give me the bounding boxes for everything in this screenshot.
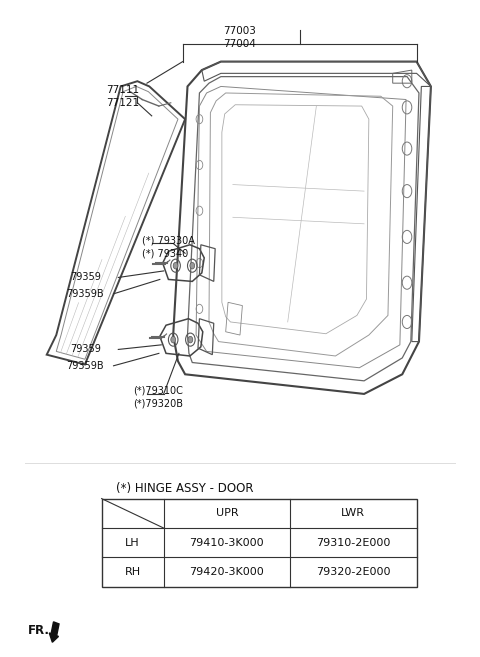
Text: LWR: LWR bbox=[341, 509, 365, 518]
Text: 79359: 79359 bbox=[71, 344, 101, 354]
Text: (*)79310C
(*)79320B: (*)79310C (*)79320B bbox=[132, 386, 182, 409]
Text: 79359B: 79359B bbox=[66, 289, 103, 299]
Text: 77003
77004: 77003 77004 bbox=[224, 26, 256, 49]
Text: (*) 79330A
(*) 79340: (*) 79330A (*) 79340 bbox=[142, 235, 195, 258]
Text: FR.: FR. bbox=[28, 624, 49, 637]
Text: 77111
77121: 77111 77121 bbox=[107, 85, 140, 108]
Circle shape bbox=[173, 262, 178, 269]
FancyArrow shape bbox=[49, 622, 59, 643]
Text: LH: LH bbox=[125, 538, 140, 548]
Text: 79410-3K000: 79410-3K000 bbox=[190, 538, 264, 548]
Text: 79320-2E000: 79320-2E000 bbox=[316, 567, 391, 578]
Text: 79310-2E000: 79310-2E000 bbox=[316, 538, 391, 548]
Circle shape bbox=[171, 336, 176, 343]
Bar bbox=[102, 499, 417, 587]
Text: UPR: UPR bbox=[216, 509, 238, 518]
Text: 79420-3K000: 79420-3K000 bbox=[190, 567, 264, 578]
Text: (*) HINGE ASSY - DOOR: (*) HINGE ASSY - DOOR bbox=[116, 482, 253, 495]
Text: RH: RH bbox=[125, 567, 141, 578]
Text: 79359B: 79359B bbox=[66, 361, 103, 371]
Circle shape bbox=[188, 336, 193, 343]
Text: 79359: 79359 bbox=[71, 273, 101, 283]
Circle shape bbox=[190, 262, 195, 269]
